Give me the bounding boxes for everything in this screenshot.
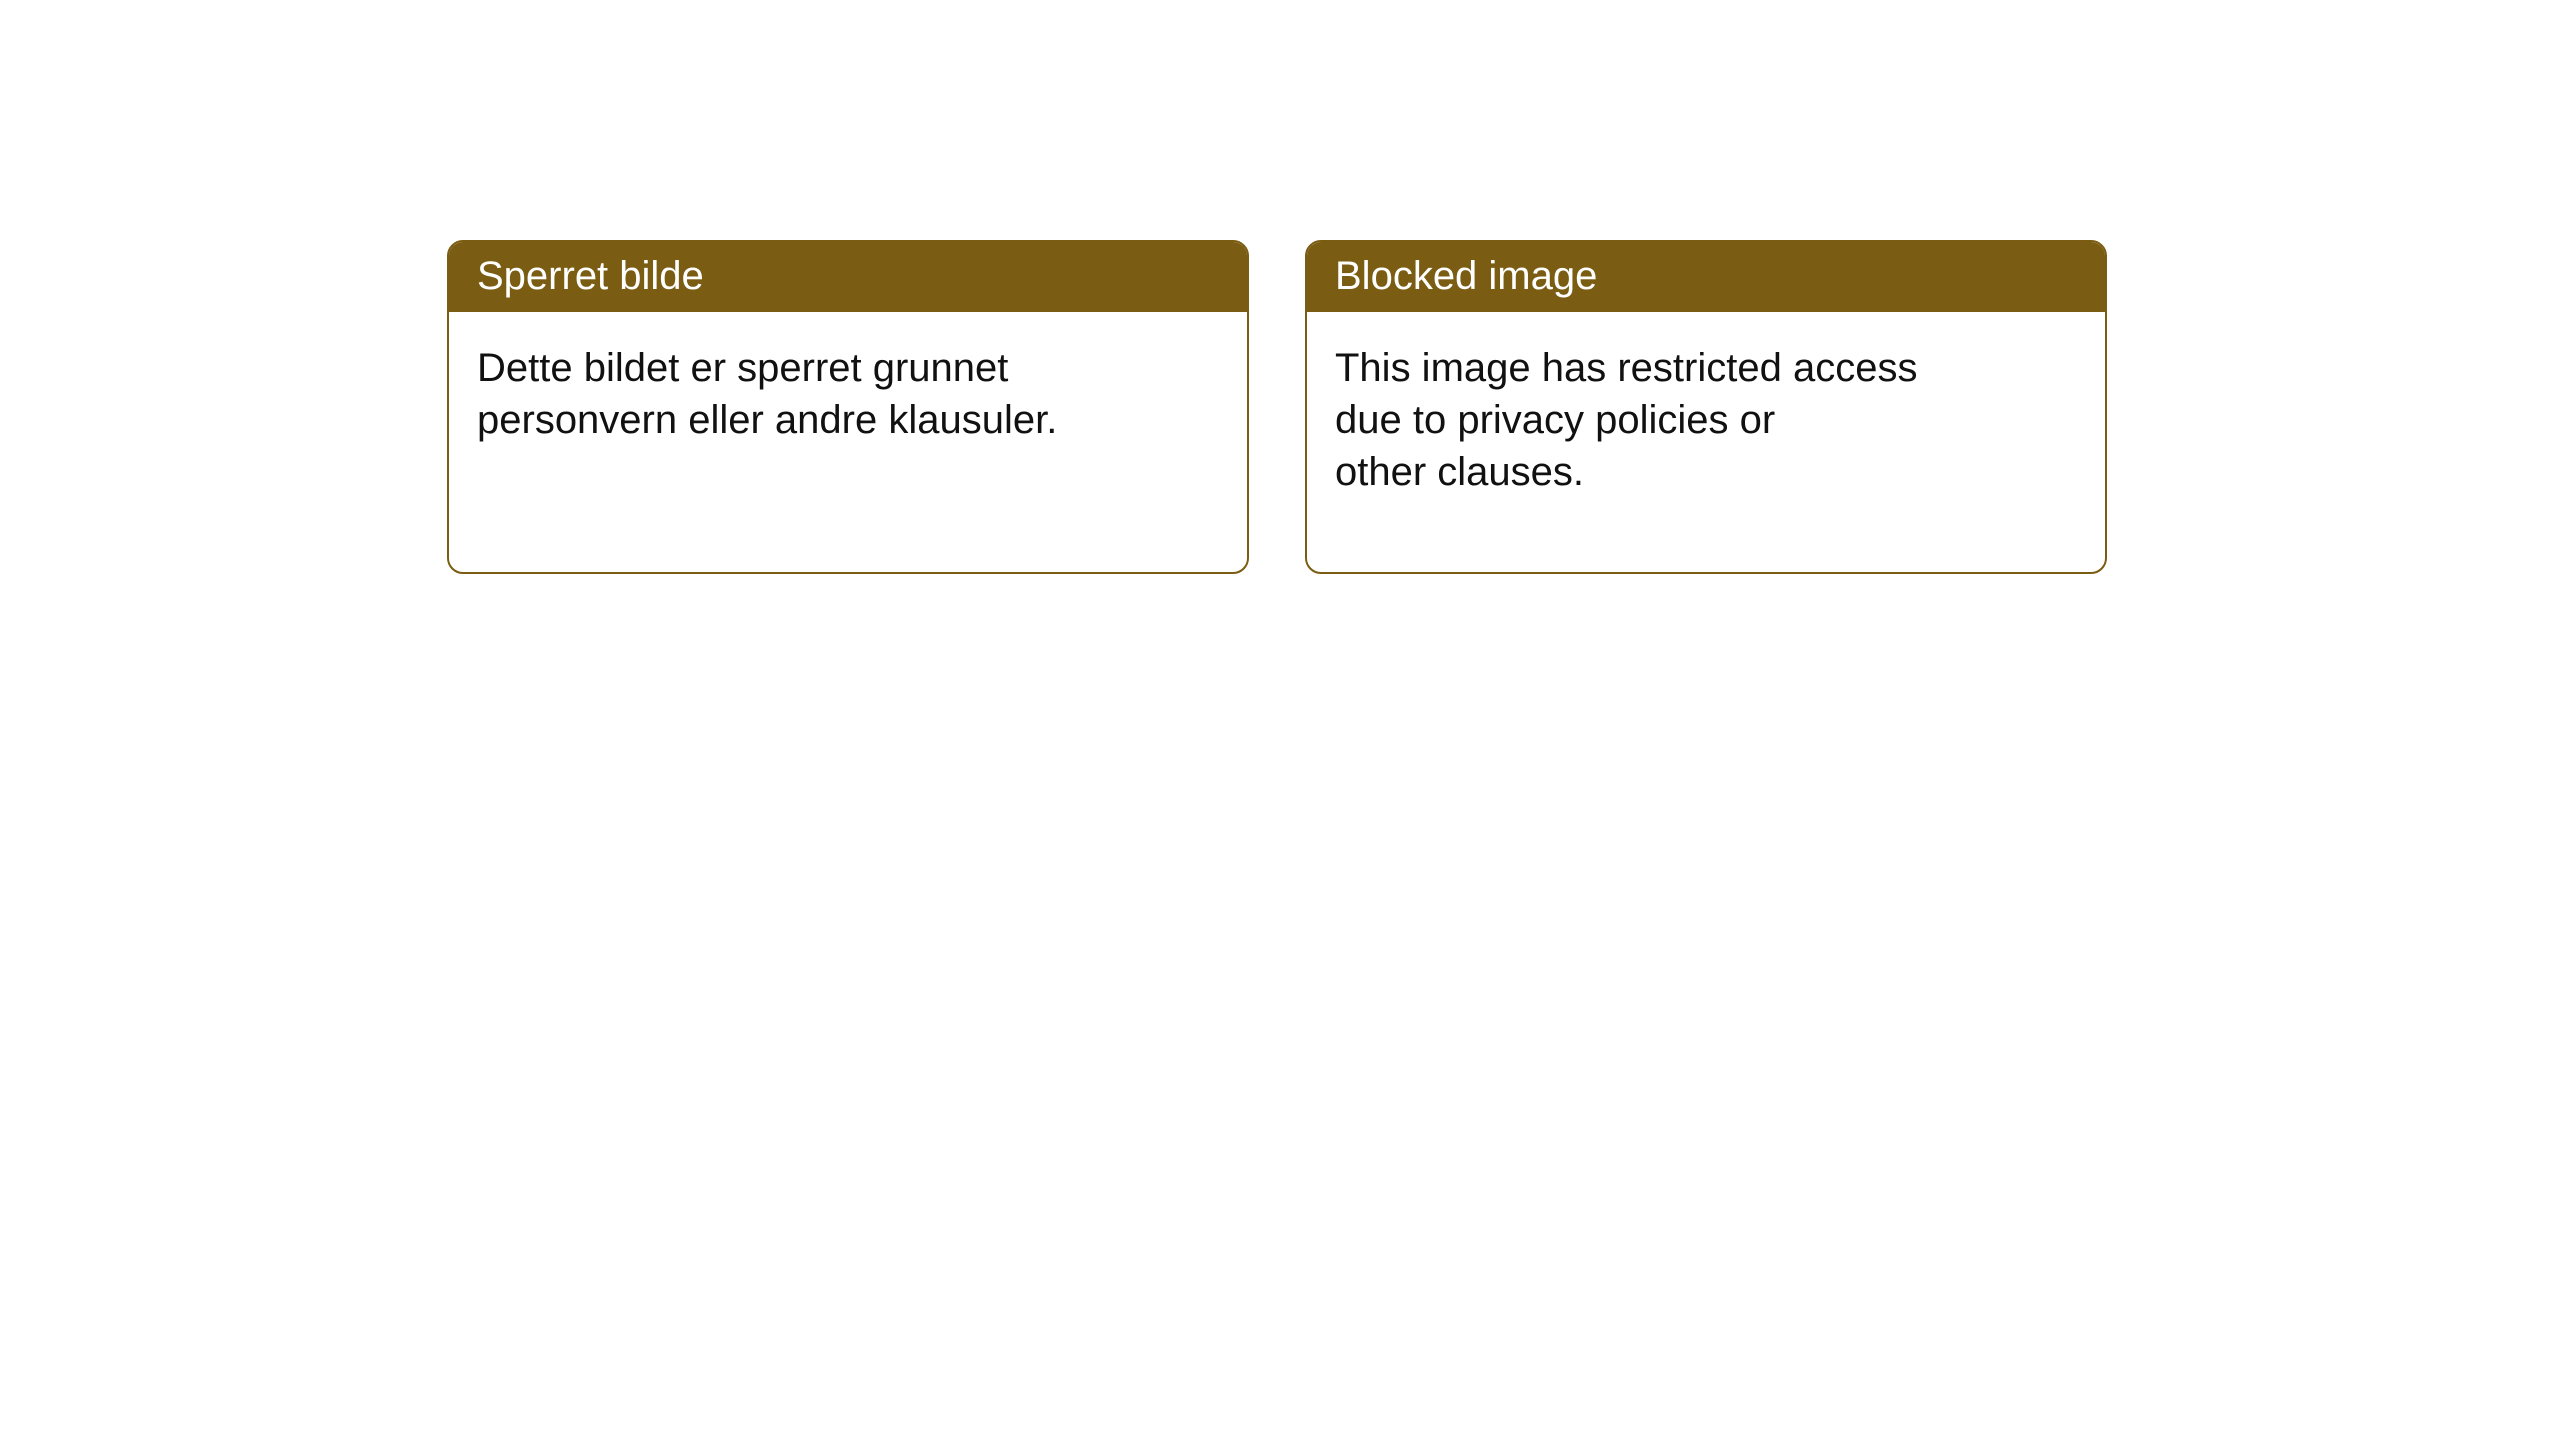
notice-header-english: Blocked image [1307, 242, 2105, 312]
notice-body-norwegian: Dette bildet er sperret grunnet personve… [449, 312, 1247, 474]
notice-body-english: This image has restricted access due to … [1307, 312, 2105, 526]
notice-header-norwegian: Sperret bilde [449, 242, 1247, 312]
notice-card-norwegian: Sperret bilde Dette bildet er sperret gr… [447, 240, 1249, 574]
notice-cards-container: Sperret bilde Dette bildet er sperret gr… [447, 240, 2107, 574]
notice-card-english: Blocked image This image has restricted … [1305, 240, 2107, 574]
